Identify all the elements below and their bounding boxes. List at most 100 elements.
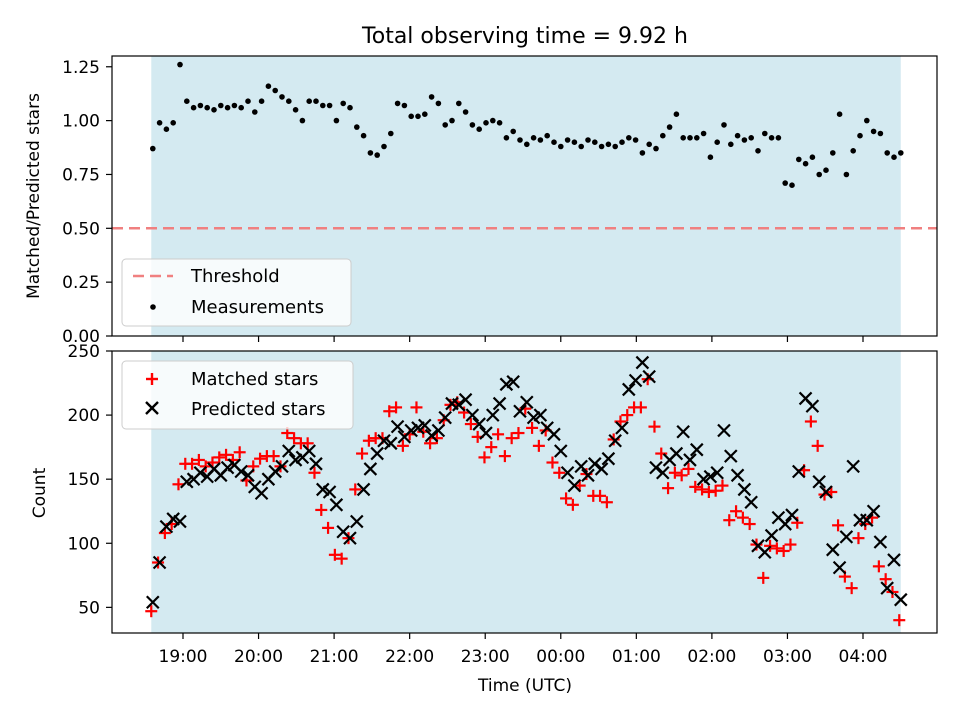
measurement-point: [442, 122, 449, 128]
bottom-panel: 50 100 150 200 250 19:00 20:00 21:00 22:00 23:00…: [30, 342, 938, 696]
matched-star-point: [696, 483, 709, 496]
measurement-point: [741, 137, 748, 143]
measurement-point: [299, 117, 306, 124]
predicted-star-point: [281, 444, 296, 458]
measurement-point: [394, 100, 401, 107]
predicted-star-point: [343, 531, 357, 545]
matched-star-point: [668, 466, 681, 479]
matched-star-point: [682, 462, 695, 475]
predicted-star-point: [737, 482, 752, 497]
legend-predicted-swatch: [145, 401, 159, 415]
measurement-point: [578, 143, 584, 150]
predicted-star-point: [553, 444, 568, 458]
predicted-star-point: [819, 485, 833, 499]
predicted-star-point: [873, 535, 888, 549]
measurement-point: [898, 150, 904, 156]
measurement-point: [891, 154, 897, 160]
matched-star-point: [791, 516, 804, 529]
measurement-point: [884, 150, 890, 156]
predicted-star-point: [560, 465, 575, 480]
measurement-point: [605, 141, 612, 148]
predicted-star-point: [669, 446, 684, 461]
measurement-point: [612, 143, 618, 150]
measurement-point: [660, 132, 666, 139]
matched-star-point: [492, 428, 505, 441]
measurement-point: [632, 137, 639, 143]
matched-star-point: [757, 571, 770, 584]
measurement-point: [700, 130, 707, 137]
predicted-star-point: [710, 465, 724, 480]
matched-star-point: [267, 450, 280, 463]
measurement-point: [177, 61, 183, 68]
measurement-point: [381, 143, 387, 150]
predicted-star-point: [533, 408, 548, 422]
predicted-star-point: [302, 444, 316, 458]
x-tick-label: 01:00: [612, 647, 661, 667]
matched-star-point: [689, 480, 702, 493]
matched-star-point: [546, 456, 559, 469]
predicted-star-point: [451, 398, 466, 412]
measurement-point: [347, 104, 353, 111]
predicted-star-point: [594, 462, 609, 476]
measurement-point: [388, 130, 394, 137]
measurement-point: [170, 120, 176, 126]
predicted-star-point: [757, 545, 772, 560]
measurement-point: [571, 139, 578, 145]
measurement-point: [483, 120, 489, 126]
measurement-point: [598, 143, 605, 150]
x-tick-label: 21:00: [310, 647, 359, 667]
matched-star-point: [505, 432, 518, 445]
predicted-star-point: [424, 428, 439, 443]
matched-star-point: [743, 518, 756, 531]
predicted-star-point: [689, 442, 704, 457]
bottom-legend-box: [121, 360, 354, 430]
x-tick-label: 20:00: [234, 647, 283, 667]
measurement-point: [476, 126, 483, 132]
measurement-point: [435, 100, 442, 107]
predicted-star-point: [492, 396, 507, 411]
matched-star-point: [349, 483, 362, 496]
matched-star-point: [390, 401, 403, 414]
measurement-point: [449, 117, 455, 124]
bottom-y-axis: 50 100 150 200 250: [68, 342, 112, 618]
matched-star-point: [335, 552, 348, 565]
matched-star-point: [723, 514, 736, 527]
predicted-star-point: [608, 433, 622, 448]
measurement-point: [564, 137, 571, 143]
y-tick-label: 0.00: [62, 327, 100, 347]
measurement-point: [714, 139, 720, 145]
x-tick-label: 23:00: [461, 647, 510, 667]
measurement-point: [204, 104, 210, 111]
y-tick-label: 0.50: [62, 219, 100, 239]
y-tick-label: 50: [78, 598, 100, 618]
measurement-point: [843, 171, 850, 178]
predicted-star-point: [778, 517, 792, 531]
matched-star-point: [526, 421, 539, 434]
predicted-star-point: [717, 423, 731, 438]
y-tick-label: 1.25: [62, 58, 100, 78]
predicted-star-point: [309, 457, 323, 471]
matched-star-point: [662, 482, 675, 495]
bottom-x-axis: 19:00 20:00 21:00 22:00 23:00 00:00 01:00 02:00…: [159, 633, 888, 667]
matched-star-point: [254, 452, 267, 465]
measurement-point: [415, 113, 421, 120]
predicted-star-point: [329, 498, 344, 512]
measurement-point: [326, 102, 333, 109]
measurement-point: [694, 135, 700, 141]
matched-star-point: [362, 434, 375, 447]
measurement-point: [728, 141, 734, 148]
legend-measurements-label: Measurements: [191, 297, 324, 318]
x-tick-label: 02:00: [687, 647, 736, 667]
predicted-star-point: [642, 369, 656, 384]
predicted-star-point: [859, 513, 874, 527]
matched-star-point: [308, 466, 321, 479]
matched-star-point: [532, 439, 545, 452]
matched-star-point: [709, 484, 722, 497]
predicted-star-point: [846, 459, 860, 474]
predicted-star-point: [356, 482, 371, 497]
predicted-star-point: [479, 426, 493, 440]
matched-star-point: [315, 503, 328, 516]
predicted-star-point: [152, 555, 167, 570]
measurement-point: [224, 104, 231, 111]
measurement-point: [707, 154, 714, 160]
